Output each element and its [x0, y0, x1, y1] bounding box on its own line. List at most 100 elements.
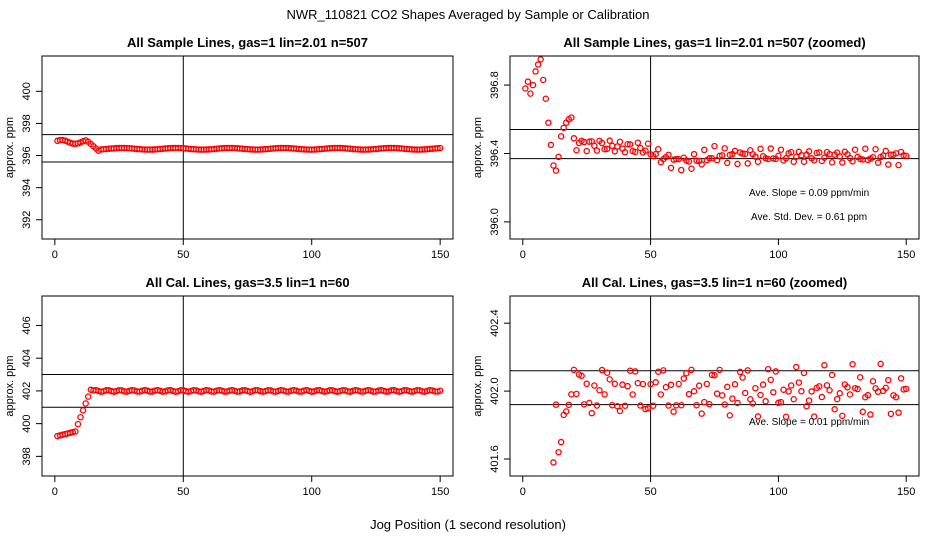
y-axis-label: approx. ppm: [472, 117, 484, 178]
data-point: [711, 372, 718, 379]
data-point: [667, 164, 675, 172]
data-point: [550, 162, 557, 169]
data-point: [637, 402, 644, 409]
data-point: [787, 382, 795, 389]
x-tick-label: 0: [52, 486, 58, 498]
annotation-text: Ave. Slope = 0.09 ppm/min: [749, 188, 869, 199]
y-axis-label: approx. ppm: [4, 117, 16, 178]
y-tick-label: 394: [21, 178, 33, 196]
data-point: [665, 402, 672, 409]
data-point: [565, 401, 573, 409]
data-point: [698, 410, 705, 417]
data-point: [721, 145, 728, 152]
data-point: [680, 375, 688, 382]
data-point: [770, 155, 777, 162]
data-point: [810, 413, 818, 420]
data-point: [741, 389, 749, 397]
data-point: [828, 159, 836, 166]
data-point: [885, 161, 892, 168]
data-point: [436, 387, 444, 394]
x-tick-label: 100: [769, 486, 787, 498]
data-point: [601, 391, 608, 398]
data-point: [527, 90, 534, 97]
data-point: [703, 380, 711, 388]
data-point: [879, 152, 887, 159]
data-point: [632, 368, 639, 375]
data-point: [724, 383, 731, 391]
data-point: [823, 382, 831, 389]
data-point: [601, 145, 608, 153]
data-point: [588, 409, 596, 417]
data-point: [800, 158, 808, 165]
data-point: [739, 150, 746, 157]
data-point: [532, 68, 539, 75]
data-point: [568, 114, 575, 121]
data-point: [790, 158, 797, 165]
annotation-text: Ave. Slope = 0.01 ppm/min: [749, 417, 869, 428]
data-point: [902, 385, 910, 393]
x-tick-label: 150: [431, 249, 449, 261]
x-tick-label: 100: [303, 486, 321, 498]
data-point: [810, 157, 818, 164]
data-point: [84, 393, 92, 400]
panel-cal-full: All Cal. Lines, gas=3.5 lin=1 n=60 0 50 100…: [4, 275, 454, 498]
y-tick-label: 396: [21, 146, 33, 164]
data-point: [724, 159, 731, 167]
data-point: [741, 150, 749, 158]
data-point: [831, 406, 838, 413]
data-point: [734, 399, 741, 407]
data-point: [869, 377, 877, 385]
y-tick-label: 402.0: [489, 377, 501, 405]
data-point: [649, 402, 657, 409]
data-point: [626, 141, 634, 148]
data-point: [675, 380, 682, 388]
data-point: [856, 374, 864, 381]
data-point: [672, 155, 680, 163]
data-point: [557, 438, 565, 446]
data-point: [877, 360, 884, 368]
data-point: [593, 402, 601, 409]
data-point: [718, 392, 726, 399]
x-tick-label: 150: [897, 486, 915, 498]
y-tick-label: 401.6: [489, 445, 501, 473]
data-point: [716, 152, 723, 160]
data-point: [711, 142, 718, 150]
data-point: [882, 384, 890, 392]
y-tick-label: 392: [21, 211, 33, 229]
figure-title: NWR_110821 CO2 Shapes Averaged by Sample…: [286, 7, 649, 22]
panel-sample-full: All Sample Lines, gas=1 lin=2.01 n=507 0 5…: [4, 35, 454, 261]
data-point: [611, 380, 619, 388]
data-point: [767, 376, 774, 384]
panel-title: All Cal. Lines, gas=3.5 lin=1 n=60 (zoom…: [582, 275, 848, 290]
data-point: [752, 384, 759, 392]
y-tick-label: 398: [21, 114, 33, 132]
data-point: [808, 388, 815, 395]
data-point: [767, 145, 774, 152]
data-point: [616, 138, 624, 146]
data-point: [782, 155, 790, 162]
data-point: [539, 76, 547, 84]
plot-frame: [41, 55, 454, 240]
data-point: [72, 428, 79, 435]
data-point: [800, 369, 808, 377]
y-tick-label: 402.4: [489, 309, 501, 337]
data-point: [790, 395, 797, 403]
data-point: [897, 375, 905, 382]
x-tick-label: 150: [431, 486, 449, 498]
data-point: [655, 145, 662, 153]
annotation-text: Ave. Std. Dev. = 0.61 ppm: [751, 212, 867, 223]
x-tick-label: 100: [303, 249, 321, 261]
data-point: [805, 148, 813, 155]
data-point: [869, 153, 877, 161]
data-point: [642, 147, 649, 154]
data-point: [772, 368, 780, 375]
data-point: [616, 407, 624, 415]
data-point: [872, 145, 879, 153]
data-point: [644, 405, 652, 412]
data-point: [573, 146, 580, 154]
data-point: [895, 161, 902, 169]
data-point: [585, 138, 593, 145]
data-point: [821, 154, 828, 162]
data-point: [780, 386, 787, 393]
